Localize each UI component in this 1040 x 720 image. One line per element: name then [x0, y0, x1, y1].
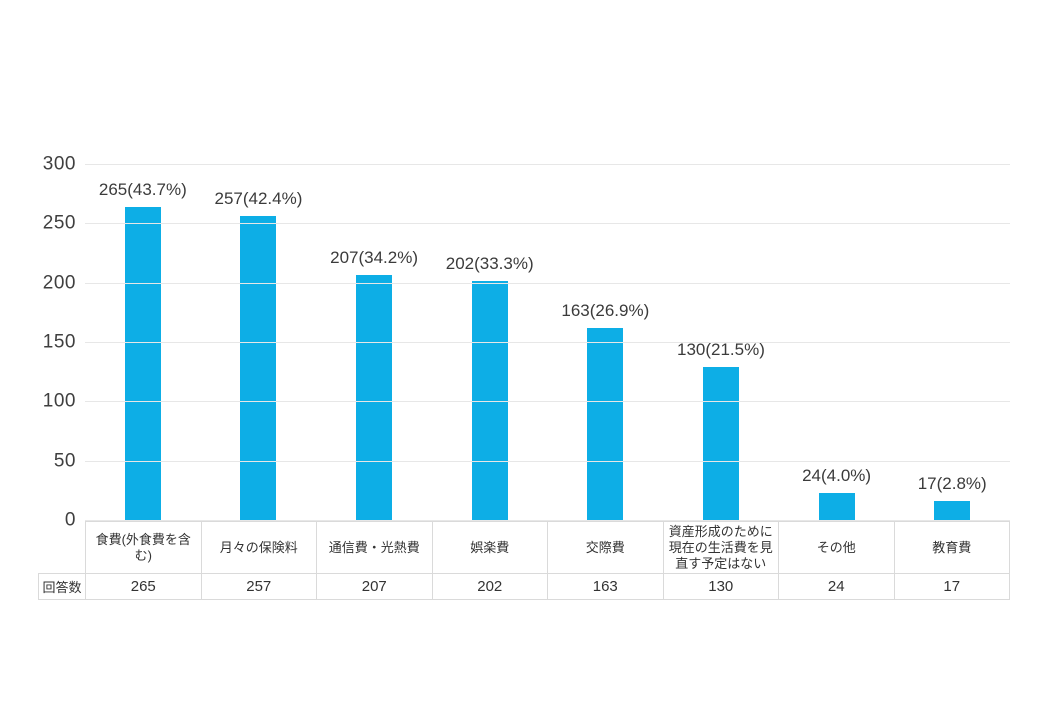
bar-value-label: 202(33.3%): [445, 254, 534, 274]
bar: [818, 492, 855, 521]
bar-column: 257(42.4%): [201, 165, 317, 521]
category-header-cell: 通信費・光熱費: [316, 521, 433, 574]
category-header-cell: その他: [778, 521, 895, 574]
plot-area: 265(43.7%) 257(42.4%) 207(34.2%) 202(33.3%)…: [85, 164, 1010, 521]
bar-column: 265(43.7%): [85, 165, 201, 521]
answer-count-cell: 207: [316, 573, 433, 600]
y-axis-tick-label: 100: [42, 390, 76, 412]
answer-count-cell: 257: [200, 573, 317, 600]
bar-column: 24(4.0%): [779, 165, 895, 521]
bar-column: 17(2.8%): [894, 165, 1010, 521]
gridline: [85, 342, 1010, 343]
gridline: [85, 282, 1010, 284]
columns: 265(43.7%) 257(42.4%) 207(34.2%) 202(33.3%)…: [85, 165, 1010, 521]
answer-count-cell: 202: [431, 573, 548, 600]
answer-count-cell: 24: [778, 573, 895, 600]
answer-count-cell: 163: [547, 573, 664, 600]
category-header-cell: 娯楽費: [431, 521, 548, 574]
bar-value-label: 130(21.5%): [676, 339, 765, 359]
bar-value-label: 163(26.9%): [561, 300, 650, 320]
bar-column: 130(21.5%): [663, 165, 779, 521]
bar: [471, 281, 508, 521]
bar-value-label: 265(43.7%): [98, 179, 187, 199]
answer-count-cell: 130: [662, 573, 779, 600]
bar: [702, 366, 739, 521]
bar: [240, 216, 277, 521]
bar: [934, 500, 971, 521]
answer-count-cell: 265: [85, 573, 202, 600]
gridline: [85, 401, 1010, 403]
y-axis-tick-label: 50: [53, 450, 76, 472]
gridline: [85, 223, 1010, 225]
data-table: 食費(外食費を含む) 月々の保険料 通信費・光熱費 娯楽費 交際費 資産形成のために現在の…: [38, 521, 1010, 600]
bar-column: 163(26.9%): [548, 165, 664, 521]
answer-count-cell: 17: [893, 573, 1010, 600]
row-header-cell: 回答数: [38, 573, 86, 600]
table-corner-cell: [38, 521, 86, 574]
y-axis-tick-label: 300: [42, 153, 76, 175]
y-axis: 300 250 200 150 100 50 0: [0, 154, 76, 531]
table-header-row: 食費(外食費を含む) 月々の保険料 通信費・光熱費 娯楽費 交際費 資産形成のために現在の…: [38, 521, 1010, 574]
gridline: [85, 164, 1010, 165]
bar: [124, 206, 161, 521]
bar: [587, 327, 624, 521]
category-header-cell: 月々の保険料: [200, 521, 317, 574]
category-header-cell: 教育費: [893, 521, 1010, 574]
table-data-row: 回答数 265 257 207 202 163 130 24 17: [38, 573, 1010, 600]
gridline: [85, 460, 1010, 462]
bar-value-label: 17(2.8%): [917, 473, 987, 493]
bar-column: 202(33.3%): [432, 165, 548, 521]
bar-value-label: 24(4.0%): [802, 465, 872, 485]
category-header-cell: 交際費: [547, 521, 664, 574]
category-header-cell: 食費(外食費を含む): [85, 521, 202, 574]
y-axis-tick-label: 200: [42, 272, 76, 294]
y-axis-tick-label: 150: [42, 331, 76, 353]
bar: [356, 275, 393, 521]
bar-value-label: 207(34.2%): [330, 248, 419, 268]
y-axis-tick-label: 0: [64, 509, 76, 531]
y-axis-tick-label: 250: [42, 212, 76, 234]
gridline: [85, 520, 1010, 521]
bar-column: 207(34.2%): [316, 165, 432, 521]
bar-value-label: 257(42.4%): [214, 189, 303, 209]
category-header-cell: 資産形成のために現在の生活費を見直す予定はない: [662, 521, 779, 574]
